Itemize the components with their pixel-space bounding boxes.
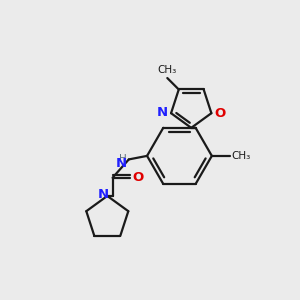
Text: O: O	[214, 107, 226, 120]
Text: N: N	[157, 106, 168, 119]
Text: CH₃: CH₃	[231, 151, 250, 161]
Text: N: N	[116, 157, 127, 170]
Text: CH₃: CH₃	[157, 64, 176, 74]
Text: N: N	[98, 188, 109, 201]
Text: H: H	[119, 154, 127, 164]
Text: O: O	[133, 171, 144, 184]
